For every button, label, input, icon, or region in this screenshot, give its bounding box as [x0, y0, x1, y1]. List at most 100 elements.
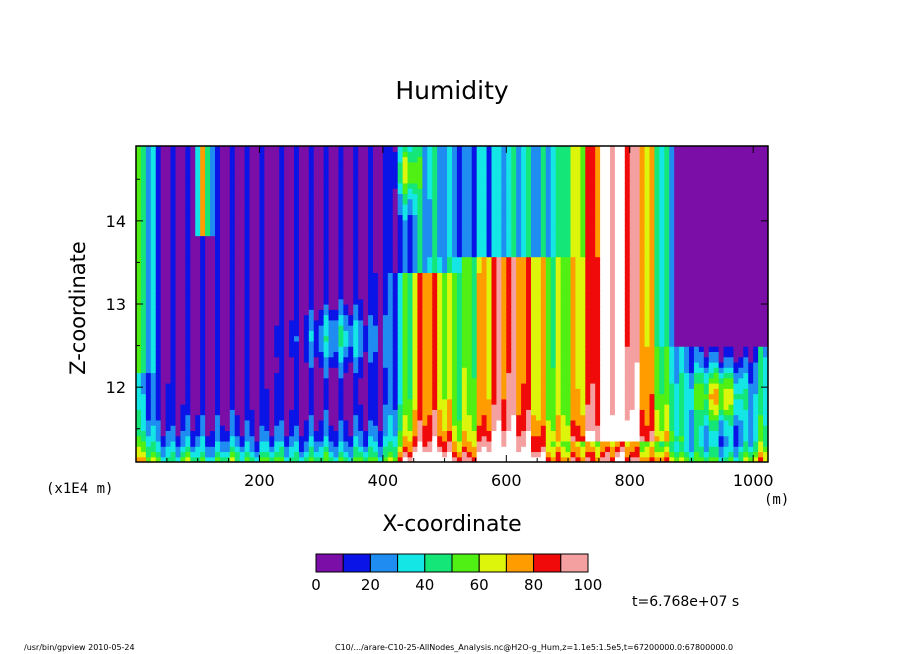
field-cell: [150, 435, 157, 442]
field-cell: [373, 367, 379, 374]
field-cell: [471, 156, 478, 163]
field-cell: [274, 282, 280, 289]
field-cell: [303, 330, 310, 337]
field-cell: [318, 314, 325, 321]
field-cell: [219, 451, 226, 458]
field-cell: [136, 203, 142, 210]
field-cell: [516, 393, 522, 400]
field-cell: [190, 277, 196, 284]
field-cell: [373, 172, 379, 179]
field-cell: [210, 314, 216, 321]
field-cell: [323, 451, 330, 458]
field-cell: [145, 330, 152, 337]
field-cell: [368, 361, 374, 368]
field-cell: [338, 146, 344, 152]
field-cell: [540, 177, 547, 184]
field-cell: [526, 330, 532, 337]
field-cell: [540, 277, 547, 284]
field-cell: [501, 351, 507, 358]
field-cell: [333, 446, 340, 453]
field-cell: [328, 398, 335, 405]
field-cell: [289, 430, 295, 437]
field-cell: [200, 151, 206, 158]
field-cell: [279, 325, 285, 331]
field-cell: [422, 314, 428, 321]
field-cell: [476, 246, 483, 252]
field-cell: [427, 430, 433, 437]
field-cell: [353, 198, 359, 205]
field-cell: [244, 414, 251, 421]
field-cell: [323, 330, 330, 337]
field-cell: [160, 440, 167, 447]
field-cell: [382, 230, 389, 237]
field-cell: [229, 388, 236, 395]
field-cell: [387, 235, 394, 242]
field-cell: [481, 146, 488, 152]
field-cell: [432, 383, 438, 389]
field-cell: [175, 193, 182, 200]
field-cell: [155, 272, 162, 279]
field-cell: [239, 225, 246, 231]
field-cell: [417, 209, 423, 216]
field-cell: [442, 203, 448, 210]
field-cell: [521, 446, 527, 453]
field-cell: [397, 193, 404, 200]
field-cell: [150, 419, 157, 426]
field-cell: [249, 451, 256, 458]
field-cell: [190, 398, 196, 405]
field-cell: [368, 393, 374, 400]
field-cell: [298, 456, 305, 462]
field-cell: [210, 388, 216, 395]
field-cell: [407, 351, 414, 358]
field-cell: [407, 219, 414, 226]
field-cell: [535, 314, 542, 321]
field-cell: [452, 272, 458, 279]
field-cell: [244, 304, 251, 310]
field-cell: [338, 251, 344, 258]
field-cell: [308, 230, 315, 237]
field-cell: [382, 193, 389, 200]
field-cell: [328, 219, 335, 226]
field-cell: [333, 409, 340, 416]
field-cell: [308, 388, 315, 395]
field-cell: [259, 456, 265, 462]
field-cell: [531, 209, 537, 216]
field-cell: [348, 267, 354, 273]
field-cell: [501, 246, 507, 252]
field-cell: [279, 298, 285, 305]
field-cell: [491, 214, 498, 221]
field-cell: [535, 214, 542, 221]
field-cell: [382, 393, 389, 400]
field-cell: [368, 172, 374, 179]
field-cell: [382, 304, 389, 310]
field-cell: [407, 319, 414, 326]
field-cell: [318, 335, 325, 342]
field-cell: [308, 451, 315, 458]
field-cell: [516, 330, 522, 337]
field-cell: [289, 372, 295, 379]
field-cell: [422, 335, 428, 342]
field-cell: [486, 214, 493, 221]
field-cell: [476, 146, 483, 152]
field-cell: [417, 177, 423, 184]
field-cell: [382, 277, 389, 284]
field-cell: [150, 446, 157, 453]
field-cell: [175, 446, 182, 453]
field-cell: [308, 209, 315, 216]
field-cell: [259, 356, 265, 363]
field-cell: [496, 219, 502, 226]
field-cell: [269, 225, 275, 231]
field-cell: [219, 261, 226, 268]
field-cell: [224, 367, 231, 374]
field-cell: [155, 319, 162, 326]
field-cell: [491, 383, 498, 389]
field-cell: [363, 304, 369, 310]
field-cell: [358, 356, 364, 363]
field-cell: [210, 430, 216, 437]
field-cell: [531, 167, 537, 173]
field-cell: [140, 398, 147, 405]
field-cell: [219, 335, 226, 342]
field-cell: [540, 172, 547, 179]
field-cell: [377, 298, 384, 305]
field-cell: [506, 277, 512, 284]
